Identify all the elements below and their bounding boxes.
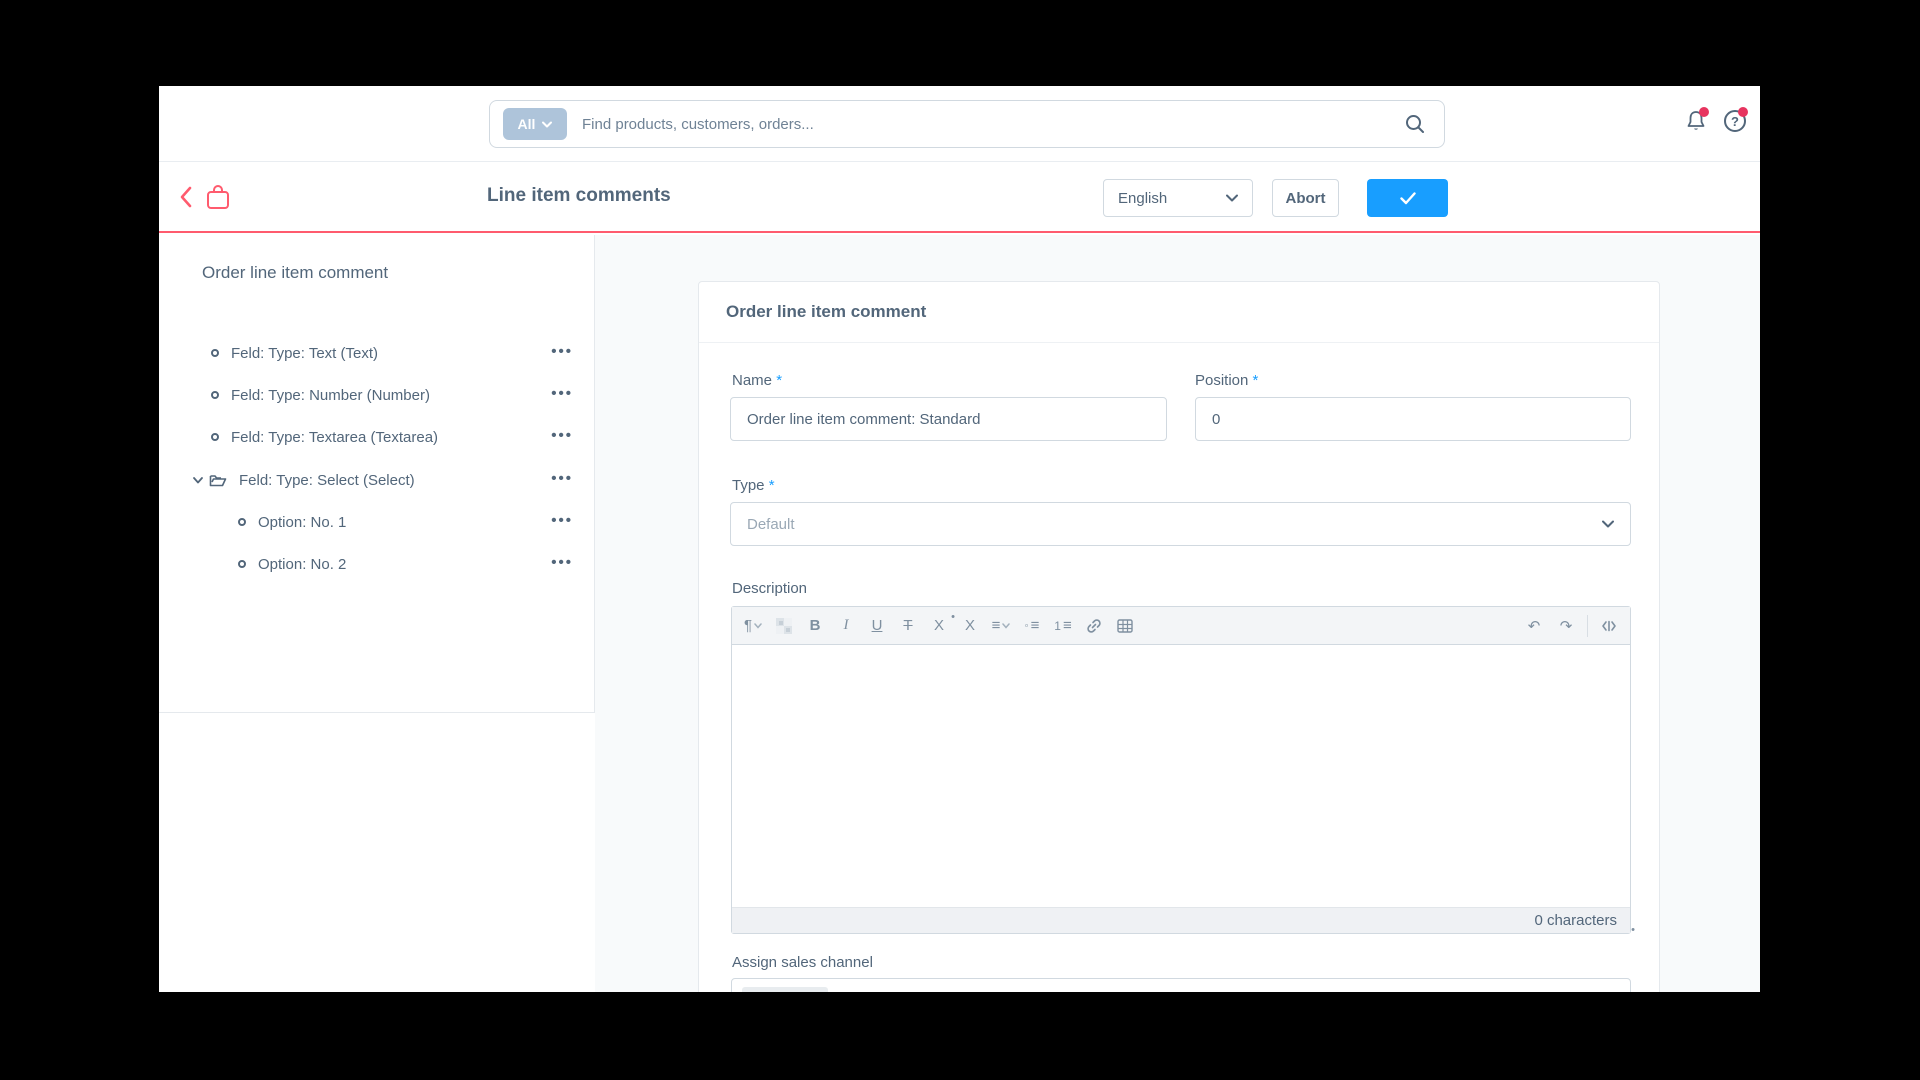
circle-bullet-icon (211, 391, 219, 399)
folder-open-icon (209, 474, 227, 486)
notifications-button[interactable] (1683, 107, 1709, 134)
top-header: All ? (159, 86, 1760, 162)
character-count: 0 characters (1534, 912, 1617, 929)
position-field[interactable] (1195, 397, 1631, 441)
language-select-value: English (1118, 189, 1168, 207)
global-search-bar[interactable]: All (489, 100, 1642, 148)
redo-button[interactable]: ↷ (1559, 617, 1573, 635)
type-select-value: Default (747, 515, 795, 533)
strikethrough-button[interactable]: T (903, 617, 913, 634)
context-menu-button[interactable]: ••• (551, 427, 573, 444)
context-menu-button[interactable]: ••• (551, 512, 573, 529)
chevron-left-icon (180, 186, 192, 208)
main-content: Order line item comment Name * Position … (595, 235, 1760, 992)
smart-bar: Line item comments English Abort (159, 162, 1760, 233)
help-icon: ? (1724, 110, 1746, 132)
context-menu-button[interactable]: ••• (551, 470, 573, 487)
tree-sidebar: Order line item comment Feld: Type: Text… (159, 235, 595, 992)
context-menu-button[interactable]: ••• (551, 554, 573, 571)
description-label: Description (732, 580, 808, 597)
description-editor: ¶ B I U T X • X • (731, 606, 1635, 936)
paragraph-format-button[interactable]: ¶ (742, 614, 764, 638)
back-button[interactable] (179, 184, 199, 210)
tree-item-text[interactable]: Feld: Type: Text (Text) ••• (159, 336, 595, 370)
name-field[interactable] (730, 397, 1167, 441)
required-asterisk: * (1252, 372, 1259, 389)
card-header: Order line item comment (699, 282, 1659, 343)
chevron-down-icon (1226, 194, 1238, 202)
tree-item-label: Feld: Type: Textarea (Textarea) (231, 428, 439, 446)
required-asterisk: * (768, 477, 775, 494)
chevron-down-icon (754, 622, 762, 629)
tree-item-label: Feld: Type: Number (Number) (231, 386, 430, 404)
sales-channel-tag (742, 987, 828, 992)
page-body: Order line item comment Feld: Type: Text… (159, 235, 1760, 992)
tree-item-option-2[interactable]: Option: No. 2 ••• (159, 547, 595, 581)
tree-panel: Order line item comment Feld: Type: Text… (159, 235, 595, 713)
tree-item-number[interactable]: Feld: Type: Number (Number) ••• (159, 378, 595, 412)
editor-toolbar: ¶ B I U T X • X • (732, 607, 1635, 936)
help-button[interactable]: ? (1722, 107, 1748, 134)
tree-item-label: Feld: Type: Select (Select) (239, 471, 415, 489)
card-title: Order line item comment (726, 302, 927, 321)
chevron-down-icon (1002, 622, 1011, 629)
code-view-button[interactable] (1598, 614, 1620, 638)
editor-footer: 0 characters (732, 907, 1630, 933)
admin-window: All ? (159, 86, 1760, 992)
tree-item-label: Option: No. 1 (258, 513, 347, 531)
page-title: Line item comments (487, 185, 671, 206)
save-button[interactable] (1367, 179, 1448, 217)
superscript-button[interactable]: X • (933, 610, 955, 635)
help-badge (1738, 107, 1748, 117)
search-icon[interactable] (1404, 113, 1426, 135)
undo-button[interactable]: ↶ (1527, 617, 1541, 635)
description-textarea[interactable] (732, 645, 1630, 907)
tree-item-label: Feld: Type: Text (Text) (231, 344, 379, 362)
text-align-button[interactable]: ≡ (990, 614, 1012, 638)
abort-button[interactable]: Abort (1272, 179, 1339, 217)
tree-item-textarea[interactable]: Feld: Type: Textarea (Textarea) ••• (159, 420, 595, 454)
toolbar-divider (1587, 614, 1588, 637)
chevron-down-icon (1602, 520, 1614, 528)
required-asterisk: * (776, 372, 783, 389)
type-select[interactable]: Default (730, 502, 1631, 546)
context-menu-button[interactable]: ••• (551, 343, 573, 360)
circle-bullet-icon (238, 518, 246, 526)
circle-bullet-icon (238, 560, 246, 568)
data-mapping-icon[interactable] (773, 614, 795, 638)
circle-bullet-icon (211, 433, 219, 441)
context-menu-button[interactable]: ••• (551, 385, 573, 402)
orders-module-icon (205, 185, 231, 211)
circle-bullet-icon (211, 349, 219, 357)
check-icon (1399, 191, 1416, 204)
subscript-button[interactable]: X • (964, 617, 1635, 936)
link-icon[interactable] (1083, 614, 1105, 638)
detail-card: Order line item comment Name * Position … (698, 281, 1660, 992)
sales-channel-select[interactable] (731, 978, 1631, 992)
tree-item-option-1[interactable]: Option: No. 1 ••• (159, 505, 595, 539)
search-input[interactable] (582, 108, 1642, 140)
chevron-down-icon (542, 121, 553, 127)
tree-title: Order line item comment (202, 263, 389, 282)
sales-channel-label: Assign sales channel (732, 954, 873, 971)
ordered-list-button[interactable]: 1 ≡ (1054, 617, 1072, 634)
header-actions: ? (1683, 107, 1748, 134)
type-label: Type * (732, 477, 775, 494)
language-select[interactable]: English (1103, 179, 1253, 217)
position-label: Position * (1195, 372, 1259, 389)
name-label: Name * (732, 372, 783, 389)
table-icon[interactable] (1114, 614, 1136, 638)
tree-item-select[interactable]: Feld: Type: Select (Select) ••• (159, 463, 595, 497)
italic-button[interactable]: I (843, 617, 849, 633)
underline-button[interactable]: U (871, 617, 883, 634)
notification-badge (1699, 107, 1709, 117)
search-filter-dropdown[interactable]: All (503, 108, 567, 140)
tree-item-label: Option: No. 2 (258, 555, 347, 573)
unordered-list-button[interactable]: ◦ ≡ (1024, 617, 1040, 634)
bold-button[interactable]: B (809, 617, 821, 634)
search-filter-label: All (517, 116, 536, 132)
chevron-down-icon[interactable] (193, 476, 203, 484)
